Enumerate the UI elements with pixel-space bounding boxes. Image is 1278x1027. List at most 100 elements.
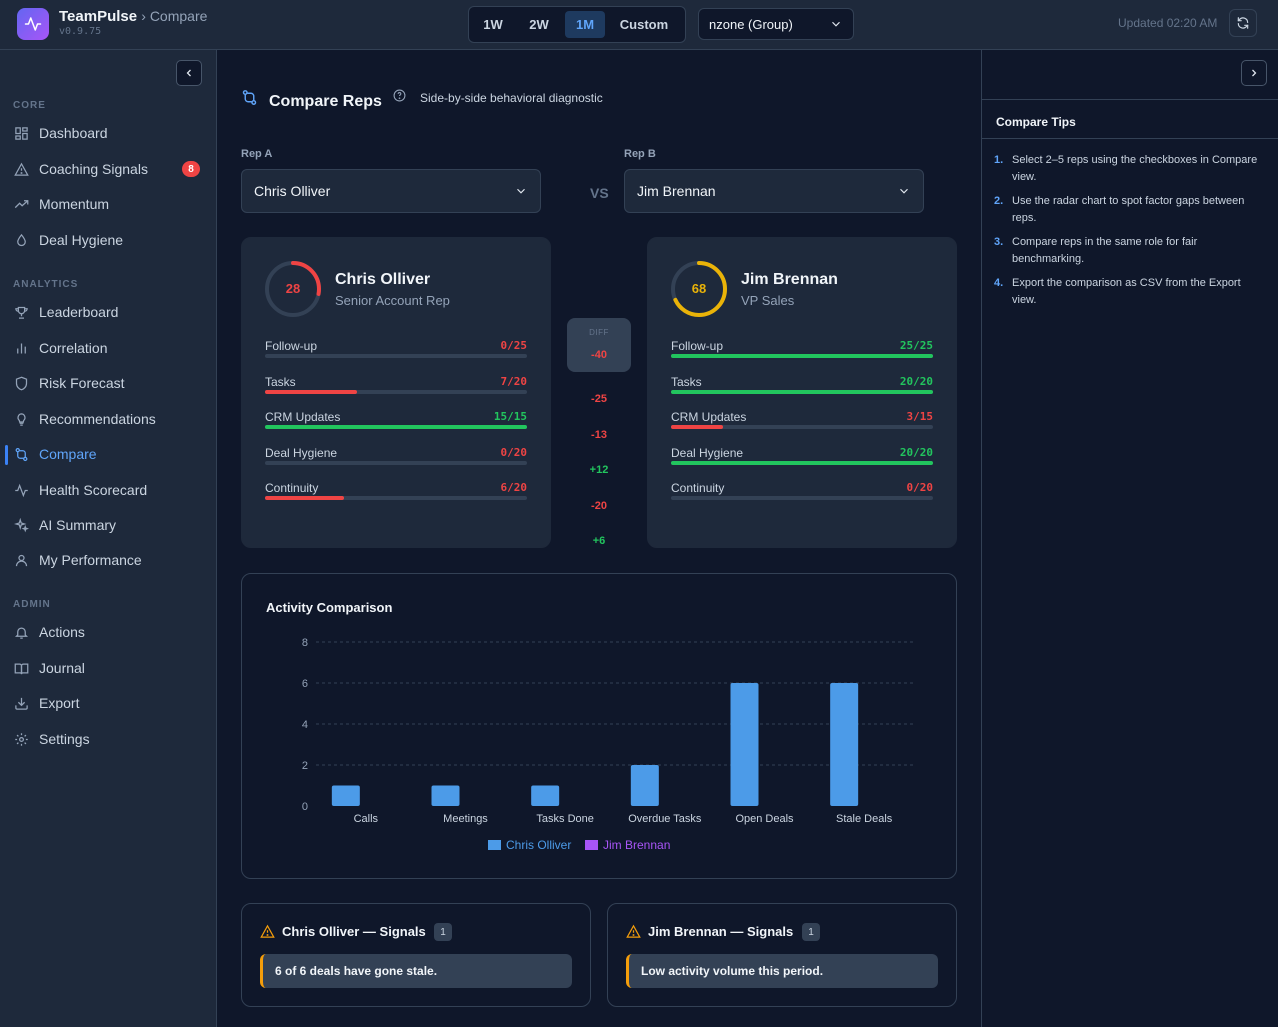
rep-a-factor-row: Continuity 6/20: [265, 481, 527, 511]
factor-name: Deal Hygiene: [671, 445, 744, 460]
tip-text: Use the radar chart to spot factor gaps …: [1012, 195, 1245, 224]
range-option-1w[interactable]: 1W: [483, 17, 503, 32]
sidebar-item-coaching-signals[interactable]: Coaching Signals: [13, 158, 148, 180]
factor-progress-track: [671, 460, 933, 465]
sidebar-item-label: Momentum: [39, 196, 110, 212]
sidebar-item-recommendations[interactable]: Recommendations: [13, 408, 156, 430]
sidebar-section-core: CORE: [13, 100, 46, 111]
rep-a-score: 28: [286, 281, 300, 296]
tip-text: Export the comparison as CSV from the Ex…: [1012, 277, 1241, 306]
legend-label: Jim Brennan: [603, 838, 670, 852]
tip-number: 4.: [994, 277, 1004, 289]
rep-b-factor-row: Follow-up 25/25: [671, 339, 933, 369]
tip-number: 1.: [994, 154, 1004, 166]
rep-a-factor-row: Follow-up 0/25: [265, 339, 527, 369]
sidebar-item-label: Compare: [39, 446, 97, 462]
x-tick-label: Calls: [354, 813, 379, 825]
sidebar-item-actions[interactable]: Actions: [13, 621, 85, 643]
rep-b-select[interactable]: Jim Brennan: [624, 169, 924, 213]
tips-title: Compare Tips: [996, 115, 1076, 129]
sidebar-item-momentum[interactable]: Momentum: [13, 193, 109, 215]
factor-progress-fill: [265, 425, 527, 429]
x-tick-label: Tasks Done: [536, 813, 593, 825]
factor-value: 20/20: [899, 374, 933, 388]
legend-swatch: [585, 840, 598, 850]
factor-progress-fill: [265, 389, 357, 394]
sidebar-item-label: Leaderboard: [39, 304, 119, 320]
factor-name: Continuity: [671, 481, 725, 495]
factor-name: CRM Updates: [265, 410, 341, 424]
download-icon: [13, 695, 29, 711]
sidebar-item-correlation[interactable]: Correlation: [13, 337, 107, 359]
factor-name: Follow-up: [671, 339, 724, 353]
x-tick-label: Overdue Tasks: [628, 813, 702, 825]
sidebar-item-label: AI Summary: [39, 517, 117, 533]
rep-b-score-ring: 68: [671, 261, 727, 317]
book-open-icon: [13, 660, 29, 676]
tip-item: 1. Select 2–5 reps using the checkboxes i…: [994, 152, 1266, 186]
sidebar-item-label: Actions: [39, 624, 85, 640]
y-tick-label: 8: [302, 637, 308, 649]
factor-diff-value: -20: [591, 499, 607, 512]
tip-item: 2. Use the radar chart to spot factor gap…: [994, 193, 1266, 227]
app-logo[interactable]: [17, 8, 49, 40]
bar-chris-olliver: [431, 785, 460, 806]
panel-toggle-button[interactable]: [1241, 60, 1267, 86]
bar-chris-olliver: [830, 683, 859, 806]
bar-chris-olliver: [331, 785, 360, 806]
app-version: v0.9.75: [59, 26, 102, 37]
x-tick-label: Open Deals: [735, 813, 794, 825]
sidebar-item-settings[interactable]: Settings: [13, 728, 90, 750]
sidebar-item-label: Deal Hygiene: [39, 232, 124, 248]
y-tick-label: 2: [302, 760, 308, 772]
rep-b-factor-row: Continuity 0/20: [671, 481, 933, 511]
tip-text: Compare reps in the same role for fair b…: [1012, 236, 1198, 265]
sidebar-item-leaderboard[interactable]: Leaderboard: [13, 301, 118, 323]
sidebar-collapse-button[interactable]: [176, 60, 202, 86]
tip-number: 2.: [994, 195, 1004, 207]
factor-name: CRM Updates: [671, 410, 747, 424]
range-option-1m[interactable]: 1M: [565, 11, 605, 38]
rep-a-factor-row: CRM Updates 15/15: [265, 410, 527, 440]
x-tick-label: Meetings: [443, 813, 488, 825]
signals-count: 1: [434, 923, 452, 941]
factor-progress-track: [671, 496, 933, 500]
sidebar-item-my-performance[interactable]: My Performance: [13, 549, 142, 571]
sidebar-item-ai-summary[interactable]: AI Summary: [13, 514, 116, 536]
sidebar-item-export[interactable]: Export: [13, 692, 79, 714]
git-compare-icon: [242, 90, 257, 105]
diff-label: DIFF: [589, 328, 609, 337]
lightbulb-icon: [13, 411, 29, 427]
divider: [982, 138, 1278, 139]
rep-b-label: Rep B: [624, 148, 656, 160]
sidebar-item-compare[interactable]: Compare: [13, 443, 97, 465]
sidebar-item-label: Export: [39, 695, 80, 711]
group-select[interactable]: nzone (Group): [698, 8, 854, 40]
sidebar-item-deal-hygiene[interactable]: Deal Hygiene: [13, 229, 123, 251]
rep-b-factor-row: Tasks 20/20: [671, 375, 933, 405]
sidebar-item-health-scorecard[interactable]: Health Scorecard: [13, 479, 147, 501]
sidebar-item-label: Correlation: [39, 340, 108, 356]
factor-name: Tasks: [265, 374, 296, 389]
range-option-2w[interactable]: 2W: [529, 17, 549, 32]
factor-progress-track: [671, 354, 933, 358]
sidebar-item-risk-forecast[interactable]: Risk Forecast: [13, 372, 125, 394]
sidebar-item-label: Dashboard: [39, 125, 108, 141]
y-tick-label: 0: [302, 801, 308, 813]
rep-a-select[interactable]: Chris Olliver: [241, 169, 541, 213]
range-option-custom[interactable]: Custom: [619, 17, 669, 32]
factor-value: 0/20: [500, 445, 528, 459]
sidebar-section-admin: ADMIN: [13, 599, 51, 610]
factor-diff-value: -25: [591, 393, 607, 405]
sidebar-item-journal[interactable]: Journal: [13, 657, 85, 679]
sidebar-item-dashboard[interactable]: Dashboard: [13, 122, 108, 144]
diff-total-box: DIFF -40: [567, 318, 631, 372]
help-circle-icon[interactable]: [393, 89, 406, 102]
factor-progress-track: [265, 389, 527, 394]
active-nav-indicator: [5, 445, 8, 465]
refresh-button[interactable]: [1229, 9, 1257, 37]
sidebar-item-label: Journal: [39, 660, 85, 676]
rep-a-select-value: Chris Olliver: [254, 183, 331, 199]
refresh-icon: [1237, 17, 1249, 29]
bar-chris-olliver: [531, 785, 560, 806]
